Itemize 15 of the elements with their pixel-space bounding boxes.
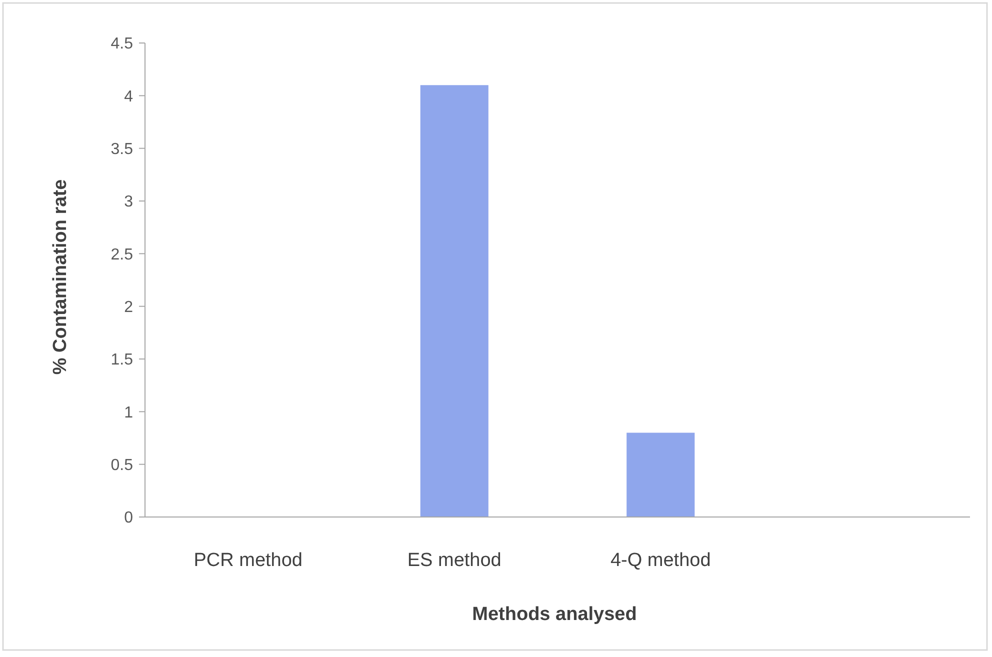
- y-tick-label: 3.5: [110, 140, 134, 158]
- y-tick-label: 2: [124, 298, 134, 316]
- y-tick-label: 4.5: [110, 36, 134, 53]
- y-tick-label: 4: [124, 88, 134, 106]
- y-tick-label: 2.5: [110, 246, 134, 264]
- y-tick-label: 1: [124, 404, 134, 422]
- x-tick-label: ES method: [407, 550, 502, 571]
- x-tick-label: 4-Q method: [610, 550, 711, 571]
- y-tick-label: 0.5: [110, 456, 134, 474]
- y-tick-label: 0: [124, 510, 134, 527]
- x-tick-label: PCR method: [194, 550, 303, 571]
- y-tick-label: 3: [124, 194, 134, 211]
- y-tick-label: 1.5: [110, 352, 134, 369]
- x-axis-title: Methods analysed: [472, 604, 637, 625]
- y-axis-title: % Contamination rate: [50, 179, 71, 375]
